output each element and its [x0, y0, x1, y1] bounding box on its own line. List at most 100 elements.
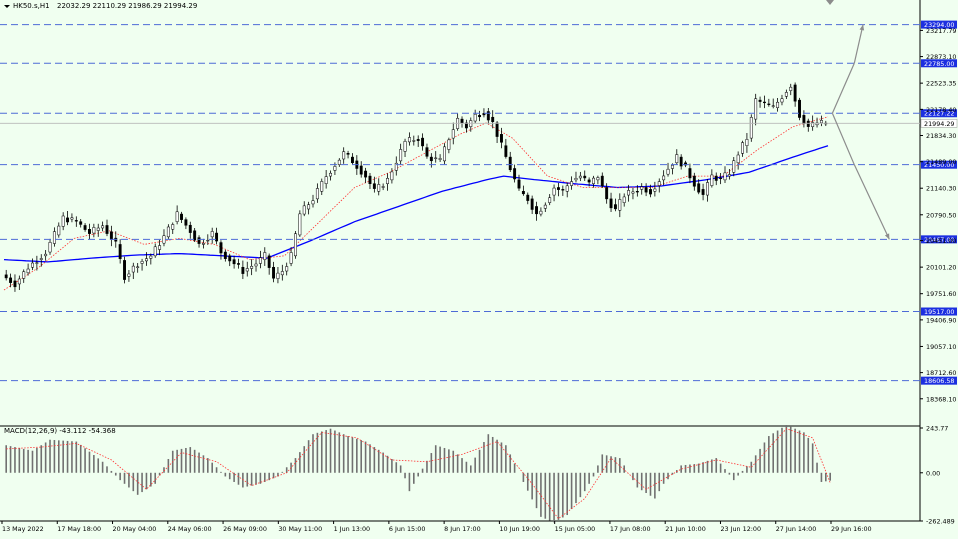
- time-tick-label: 13 May 2022: [2, 525, 44, 533]
- time-tick-label: 29 Jun 16:00: [831, 525, 872, 533]
- candle-body: [188, 224, 192, 233]
- price-tick-label: 22873.10: [926, 53, 957, 61]
- candle-body: [762, 101, 766, 104]
- candle-body: [263, 252, 267, 260]
- candle-body: [39, 258, 43, 260]
- candle-body: [701, 189, 705, 195]
- grid: [0, 0, 921, 522]
- price-tick-label: 19057.10: [926, 343, 957, 351]
- candle-body: [368, 175, 372, 184]
- level-badge: [921, 20, 957, 29]
- candle-body: [153, 246, 157, 257]
- chevron-down-icon[interactable]: [4, 5, 10, 8]
- candle-body: [530, 198, 534, 210]
- candle-body: [771, 105, 775, 107]
- candle-body: [548, 197, 552, 203]
- candle-body: [386, 178, 389, 184]
- candle-body: [241, 266, 245, 274]
- candle-body: [723, 172, 727, 181]
- macd-tick-label: 243.77: [926, 425, 948, 433]
- candle-body: [210, 231, 214, 238]
- candle-body: [793, 84, 797, 102]
- candle-body: [649, 189, 652, 195]
- candle-body: [294, 233, 297, 257]
- candle-body: [741, 142, 744, 154]
- candle-body: [583, 175, 587, 179]
- candle-body: [342, 151, 346, 160]
- candle-body: [719, 177, 723, 180]
- candle-body: [521, 191, 525, 195]
- candle-body: [70, 217, 74, 220]
- candle-body: [258, 257, 262, 264]
- levels: 23294.00 22785.00 22127.22 21994.29 21450.00…: [0, 20, 958, 385]
- candle-body: [206, 239, 210, 242]
- candle-body: [140, 261, 144, 264]
- time-tick-label: 23 Jun 12:00: [720, 525, 761, 533]
- candle-body: [175, 211, 179, 222]
- candle-body: [390, 171, 394, 181]
- candle-body: [96, 227, 100, 231]
- candle-body: [592, 177, 595, 184]
- candle-body: [302, 205, 306, 215]
- candle-body: [447, 139, 451, 150]
- candle-body: [79, 221, 83, 225]
- macd-label: MACD(12,26,9) -43.112 -54.368: [4, 427, 116, 435]
- candle-body: [123, 260, 126, 280]
- candle-body: [517, 179, 521, 189]
- candle-body: [131, 265, 135, 273]
- level-badge: [921, 160, 957, 169]
- projection-line[interactable]: [853, 24, 864, 64]
- candle-body: [320, 181, 324, 192]
- level-badge: [921, 109, 957, 118]
- candle-body: [605, 187, 609, 200]
- candle-body: [473, 113, 477, 122]
- candle-body: [399, 149, 403, 162]
- candle-body: [570, 181, 574, 186]
- candle-body: [17, 278, 21, 285]
- price-tick-label: 22523.35: [926, 80, 957, 88]
- candle-body: [245, 268, 249, 272]
- candle-body: [337, 159, 341, 165]
- candle-body: [425, 147, 429, 157]
- candle-body: [66, 217, 70, 223]
- projection-arrowhead: [884, 233, 890, 240]
- candle-body: [364, 170, 368, 178]
- projection-line[interactable]: [831, 113, 855, 165]
- time-tick-label: 17 Jun 08:00: [610, 525, 651, 533]
- level-label: 21450.00: [924, 161, 955, 169]
- macd-tick-label: -262.489: [926, 518, 955, 526]
- candle-body: [149, 255, 153, 259]
- projection-line[interactable]: [831, 63, 855, 114]
- price-tick-label: 18368.10: [926, 395, 957, 403]
- candle-body: [4, 274, 8, 279]
- level-label: 20467.00: [924, 236, 955, 244]
- time-tick-label: 15 Jun 05:00: [555, 525, 596, 533]
- projection-line[interactable]: [853, 164, 890, 240]
- candle-body: [736, 154, 740, 164]
- candle-body: [451, 129, 455, 139]
- candle-body: [666, 168, 670, 175]
- candle-body: [184, 219, 188, 226]
- candle-body: [127, 273, 131, 277]
- candle-body: [578, 175, 582, 179]
- candle-body: [535, 206, 538, 215]
- candle-body: [811, 122, 815, 127]
- chart-shift-icon[interactable]: [826, 0, 834, 5]
- candle-body: [311, 200, 315, 205]
- candle-body: [798, 99, 801, 118]
- projection-arrowhead: [859, 24, 865, 31]
- candle-body: [13, 280, 17, 288]
- candle-body: [412, 140, 416, 142]
- price-tick-label: 22178.40: [926, 106, 957, 114]
- candle-body: [272, 266, 276, 279]
- candle-body: [609, 198, 613, 209]
- candle-body: [407, 137, 411, 143]
- candle-body: [596, 177, 600, 181]
- candle-body: [254, 263, 258, 267]
- candle-body: [692, 175, 696, 187]
- candle-body: [333, 166, 337, 171]
- candle-body: [61, 215, 65, 227]
- candle-body: [504, 145, 508, 157]
